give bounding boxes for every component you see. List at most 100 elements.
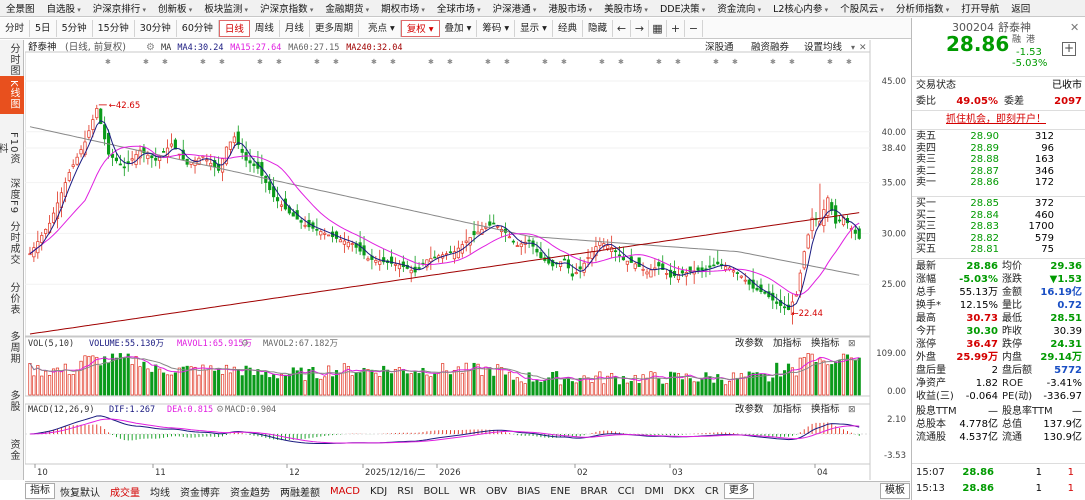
menu-item-3[interactable]: 创新板 (152, 1, 198, 15)
menu-item-14[interactable]: L2核心内参 (767, 1, 834, 15)
menu-item-7[interactable]: 期权市场 (375, 1, 431, 15)
tool-item-2[interactable]: 叠加 ▾ (440, 19, 478, 37)
indicator-tab-13[interactable]: BIAS (517, 485, 541, 497)
macd-button-2[interactable]: 换指标 (811, 403, 840, 415)
menu-item-18[interactable]: 返回 (1011, 4, 1031, 15)
menu-item-2[interactable]: 沪深京排行 (87, 1, 152, 15)
indicator-tab-19[interactable]: CR (704, 485, 719, 497)
indicator-tab-7[interactable]: MACD (330, 485, 360, 497)
menu-item-13[interactable]: 资金流向 (711, 1, 767, 15)
period-tab-9[interactable]: 更多周期 (310, 19, 359, 37)
volume-bar (523, 383, 527, 396)
event-marker: ✱ (504, 58, 510, 66)
vol-button-1[interactable]: 加指标 (773, 337, 802, 349)
menu-item-0[interactable]: 全景图 (6, 4, 35, 15)
menu-item-15[interactable]: 个股风云 (834, 1, 890, 15)
period-tab-7[interactable]: 周线 (250, 19, 280, 37)
indicator-tab-11[interactable]: WR (459, 485, 476, 497)
left-tab-5[interactable]: 分价表 (8, 281, 19, 315)
period-tab-1[interactable]: 5日 (30, 19, 57, 37)
tool-item-5[interactable]: 经典 (553, 19, 583, 37)
indicator-tab-17[interactable]: DMI (644, 485, 664, 497)
tool-item-0[interactable]: 亮点 ▾ (363, 19, 401, 37)
prev-arrow-icon[interactable]: ← (613, 19, 631, 37)
left-tab-2[interactable]: F10资料 (0, 131, 19, 165)
left-tab-3[interactable]: 深度F9 (8, 177, 19, 215)
macd-button-1[interactable]: 加指标 (773, 403, 802, 415)
period-tab-3[interactable]: 15分钟 (93, 19, 135, 37)
period-tab-2[interactable]: 5分钟 (57, 19, 93, 37)
period-tab-5[interactable]: 60分钟 (177, 19, 219, 37)
candle-body (154, 157, 158, 161)
tool-item-1[interactable]: 复权 ▾ (400, 19, 440, 37)
indicator-tab-21[interactable]: 模板 (880, 483, 910, 499)
tool-item-6[interactable]: 隐藏 (583, 19, 613, 37)
menu-item-11[interactable]: 美股市场 (598, 1, 654, 15)
chart-close-icon[interactable]: ✕ (859, 43, 867, 53)
macd-settings-gear-icon[interactable]: ⚙ (216, 405, 224, 415)
left-tab-6[interactable]: 多周期 (8, 330, 19, 364)
vol-close-icon[interactable]: ⊠ (848, 339, 856, 349)
candle-body (480, 228, 484, 235)
period-tab-8[interactable]: 月线 (280, 19, 310, 37)
left-tab-8[interactable]: 资金 (8, 439, 19, 461)
left-tab-4[interactable]: 分时成交 (8, 221, 19, 265)
menu-item-16[interactable]: 分析师指数 (890, 1, 955, 15)
indicator-tab-0[interactable]: 指标 (25, 483, 55, 499)
macd-button-0[interactable]: 改参数 (735, 403, 764, 415)
dropdown-icon[interactable]: ▾ (851, 43, 855, 52)
indicator-tab-6[interactable]: 两融差额 (280, 487, 320, 499)
menu-item-9[interactable]: 沪深港通 (487, 1, 543, 15)
add-favorite-icon[interactable]: + (1062, 41, 1076, 56)
indicator-tab-1[interactable]: 恢复默认 (60, 487, 100, 499)
menu-item-6[interactable]: 金融期货 (319, 1, 375, 15)
menu-item-5[interactable]: 沪深京指数 (254, 1, 319, 15)
left-tab-7[interactable]: 多股 (8, 390, 19, 412)
indicator-tab-20[interactable]: 更多 (723, 483, 754, 499)
zoom-out-icon[interactable]: − (685, 19, 703, 37)
kline-chart[interactable]: 舒泰神 (日线, 前复权) ⚙ MA MA4:30.24 MA15:27.64 MA60:2… (25, 40, 910, 480)
chart-button-0[interactable]: 深股通 (705, 42, 734, 53)
indicator-tab-16[interactable]: CCI (617, 485, 635, 497)
menu-item-8[interactable]: 全球市场 (431, 1, 487, 15)
indicator-tab-2[interactable]: 成交量 (110, 487, 140, 499)
tool-item-3[interactable]: 筹码 ▾ (477, 19, 516, 37)
settings-gear-icon[interactable]: ⚙ (146, 42, 155, 53)
menu-item-1[interactable]: 自选股 (41, 1, 87, 15)
indicator-tab-14[interactable]: ENE (550, 485, 571, 497)
menu-item-10[interactable]: 港股市场 (542, 1, 598, 15)
close-icon[interactable]: ✕ (1070, 21, 1080, 34)
candle-body (323, 232, 327, 235)
indicator-tab-8[interactable]: KDJ (369, 485, 388, 497)
indicator-tab-3[interactable]: 均线 (150, 487, 170, 499)
volume-bar (661, 383, 665, 396)
vol-settings-gear-icon[interactable]: ⚙ (241, 339, 249, 349)
indicator-tab-9[interactable]: RSI (397, 485, 414, 497)
period-tab-0[interactable]: 分时 (0, 19, 31, 37)
indicator-tab-12[interactable]: OBV (486, 485, 508, 497)
menu-item-12[interactable]: DDE决策 (654, 1, 711, 15)
left-tab-1[interactable]: K线图 (0, 76, 24, 114)
left-tab-0[interactable]: 分时图 (8, 42, 19, 76)
vol-button-2[interactable]: 换指标 (811, 337, 840, 349)
period-tab-4[interactable]: 30分钟 (135, 19, 177, 37)
period-tab-6[interactable]: 日线 (218, 19, 250, 37)
tool-item-4[interactable]: 显示 ▾ (515, 19, 553, 37)
indicator-tab-18[interactable]: DKX (673, 485, 695, 497)
menu-item-4[interactable]: 板块监测 (198, 1, 254, 15)
indicator-tab-5[interactable]: 资金趋势 (230, 487, 270, 499)
menu-item-17[interactable]: 打开导航 (961, 4, 1000, 15)
chart-button-2[interactable]: 设置均线 (804, 41, 843, 53)
vol-button-0[interactable]: 改参数 (735, 337, 764, 349)
chart-button-1[interactable]: 融资融券 (751, 41, 790, 53)
indicator-tab-4[interactable]: 资金博弈 (180, 487, 220, 499)
date-axis-label: 10 (37, 468, 48, 478)
promo-link[interactable]: 抓住机会，即刻开户！ (946, 114, 1046, 125)
quote-label: 收益(三) (916, 391, 954, 402)
zoom-in-icon[interactable]: + (667, 19, 685, 37)
grid-icon[interactable]: ▦ (649, 19, 667, 37)
indicator-tab-15[interactable]: BRAR (580, 485, 608, 497)
next-arrow-icon[interactable]: → (631, 19, 649, 37)
indicator-tab-10[interactable]: BOLL (423, 485, 450, 497)
macd-close-icon[interactable]: ⊠ (848, 405, 856, 415)
